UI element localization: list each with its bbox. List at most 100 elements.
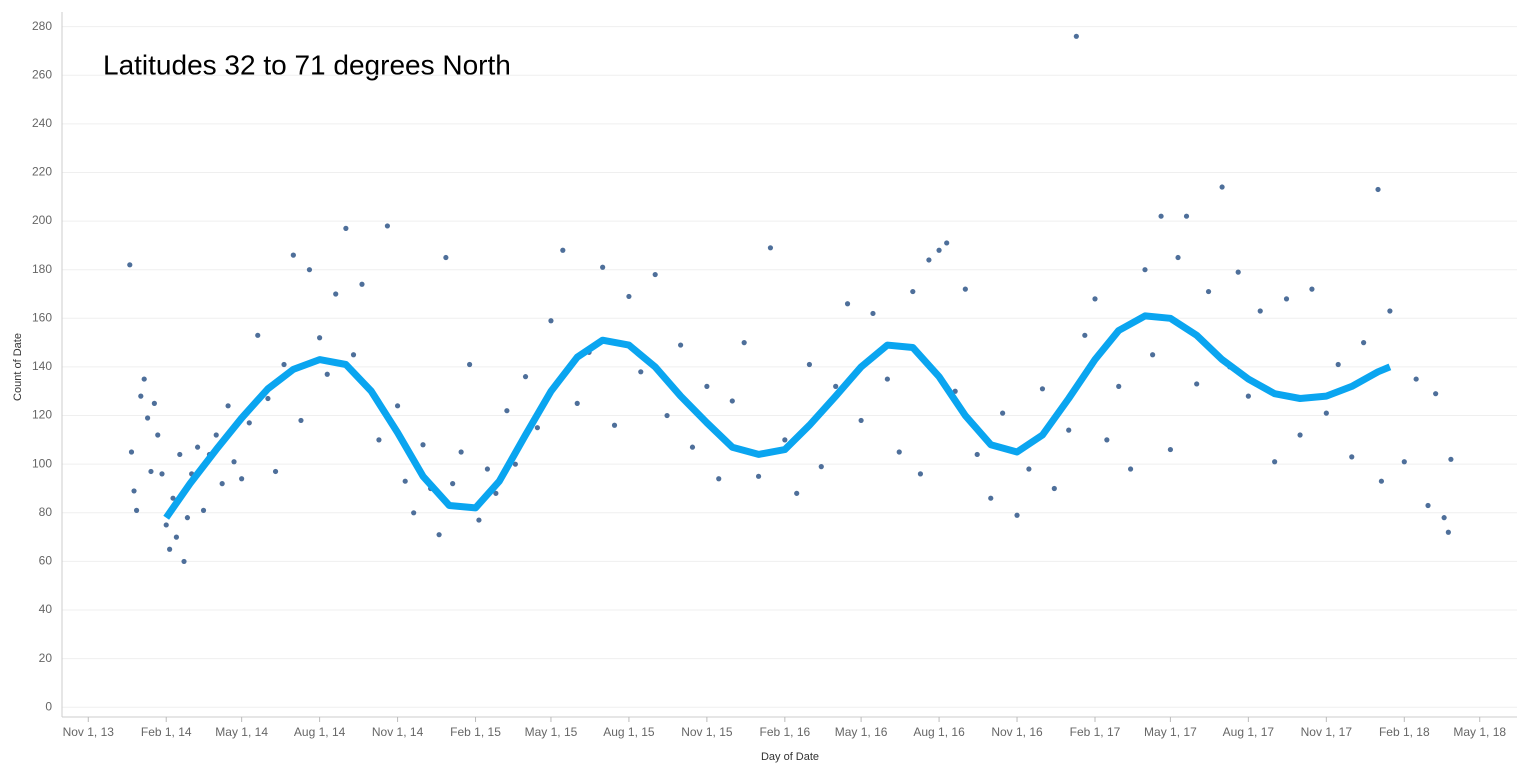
point bbox=[974, 451, 980, 458]
point bbox=[1142, 267, 1148, 273]
point bbox=[376, 437, 382, 443]
point bbox=[1158, 213, 1164, 219]
point bbox=[1205, 288, 1212, 295]
point bbox=[1167, 446, 1174, 453]
point bbox=[213, 432, 219, 438]
trend-line bbox=[163, 312, 1392, 520]
point bbox=[1349, 454, 1355, 460]
point bbox=[818, 464, 824, 470]
point bbox=[458, 449, 464, 455]
x-tick-label: Feb 1, 17 bbox=[1070, 725, 1121, 739]
point bbox=[1272, 459, 1278, 465]
point bbox=[1413, 376, 1419, 382]
point bbox=[504, 408, 510, 414]
point bbox=[704, 383, 710, 389]
point bbox=[962, 286, 968, 292]
x-tick-label: Feb 1, 18 bbox=[1379, 725, 1430, 739]
point bbox=[133, 507, 140, 513]
x-tick-label: Nov 1, 13 bbox=[63, 725, 115, 739]
point bbox=[1378, 478, 1385, 484]
x-tick-label: May 1, 17 bbox=[1144, 725, 1197, 739]
point bbox=[1335, 361, 1341, 368]
point bbox=[1297, 432, 1303, 438]
y-tick-label: 80 bbox=[39, 505, 53, 519]
point bbox=[350, 352, 357, 358]
point bbox=[317, 335, 323, 341]
point bbox=[884, 376, 890, 382]
point bbox=[600, 264, 606, 270]
point bbox=[159, 471, 165, 477]
point bbox=[484, 466, 490, 472]
point bbox=[127, 262, 133, 268]
point bbox=[450, 481, 456, 487]
point bbox=[151, 400, 157, 406]
point bbox=[493, 490, 499, 496]
y-tick-label: 220 bbox=[32, 165, 52, 179]
point bbox=[652, 271, 658, 278]
y-tick-label: 260 bbox=[32, 67, 52, 81]
point bbox=[1361, 340, 1367, 346]
point bbox=[1375, 186, 1381, 193]
point bbox=[138, 393, 144, 399]
point bbox=[638, 369, 644, 375]
point bbox=[910, 288, 916, 295]
point bbox=[167, 546, 173, 552]
point bbox=[1445, 529, 1451, 535]
point bbox=[870, 310, 876, 317]
point bbox=[359, 281, 365, 287]
x-axis-label: Day of Date bbox=[761, 751, 819, 763]
point bbox=[1194, 381, 1200, 387]
point bbox=[1387, 308, 1393, 314]
point bbox=[394, 403, 401, 409]
x-tick-label: May 1, 14 bbox=[215, 725, 268, 739]
point bbox=[1245, 393, 1251, 399]
point bbox=[1257, 308, 1263, 314]
point bbox=[467, 361, 473, 368]
point bbox=[155, 432, 161, 438]
point bbox=[194, 444, 201, 450]
x-tick-label: Aug 1, 14 bbox=[294, 725, 346, 739]
point bbox=[1127, 466, 1134, 472]
point bbox=[1026, 466, 1032, 472]
x-tick-label: May 1, 15 bbox=[525, 725, 578, 739]
point bbox=[522, 374, 529, 380]
y-tick-label: 140 bbox=[32, 359, 52, 373]
point bbox=[917, 471, 924, 477]
point bbox=[806, 361, 813, 368]
point bbox=[534, 425, 540, 431]
point bbox=[272, 468, 279, 475]
point bbox=[141, 376, 147, 382]
point bbox=[896, 449, 902, 455]
point bbox=[144, 415, 151, 421]
point bbox=[333, 291, 339, 297]
point bbox=[324, 371, 330, 377]
point bbox=[794, 490, 800, 496]
point bbox=[1150, 352, 1156, 358]
point bbox=[420, 442, 426, 448]
point bbox=[148, 468, 154, 475]
x-tick-label: Feb 1, 14 bbox=[141, 725, 192, 739]
point bbox=[181, 558, 187, 565]
y-tick-label: 40 bbox=[39, 602, 53, 616]
point bbox=[1283, 296, 1290, 302]
point bbox=[988, 495, 994, 501]
point bbox=[1441, 515, 1447, 521]
point bbox=[1116, 383, 1122, 389]
y-axis-label: Count of Date bbox=[12, 333, 24, 401]
point bbox=[1433, 391, 1439, 397]
x-tick-label: Nov 1, 14 bbox=[372, 725, 424, 739]
point bbox=[411, 510, 417, 516]
point bbox=[844, 301, 851, 307]
x-tick-label: Nov 1, 17 bbox=[1301, 725, 1353, 739]
y-tick-label: 0 bbox=[45, 699, 52, 713]
y-tick-label: 100 bbox=[32, 456, 52, 470]
point bbox=[173, 534, 180, 540]
point bbox=[689, 444, 696, 450]
point bbox=[560, 247, 566, 253]
point bbox=[219, 481, 225, 487]
point bbox=[755, 473, 762, 479]
point bbox=[1039, 386, 1046, 392]
point bbox=[729, 398, 735, 404]
point bbox=[239, 476, 245, 482]
y-tick-label: 200 bbox=[32, 213, 52, 227]
